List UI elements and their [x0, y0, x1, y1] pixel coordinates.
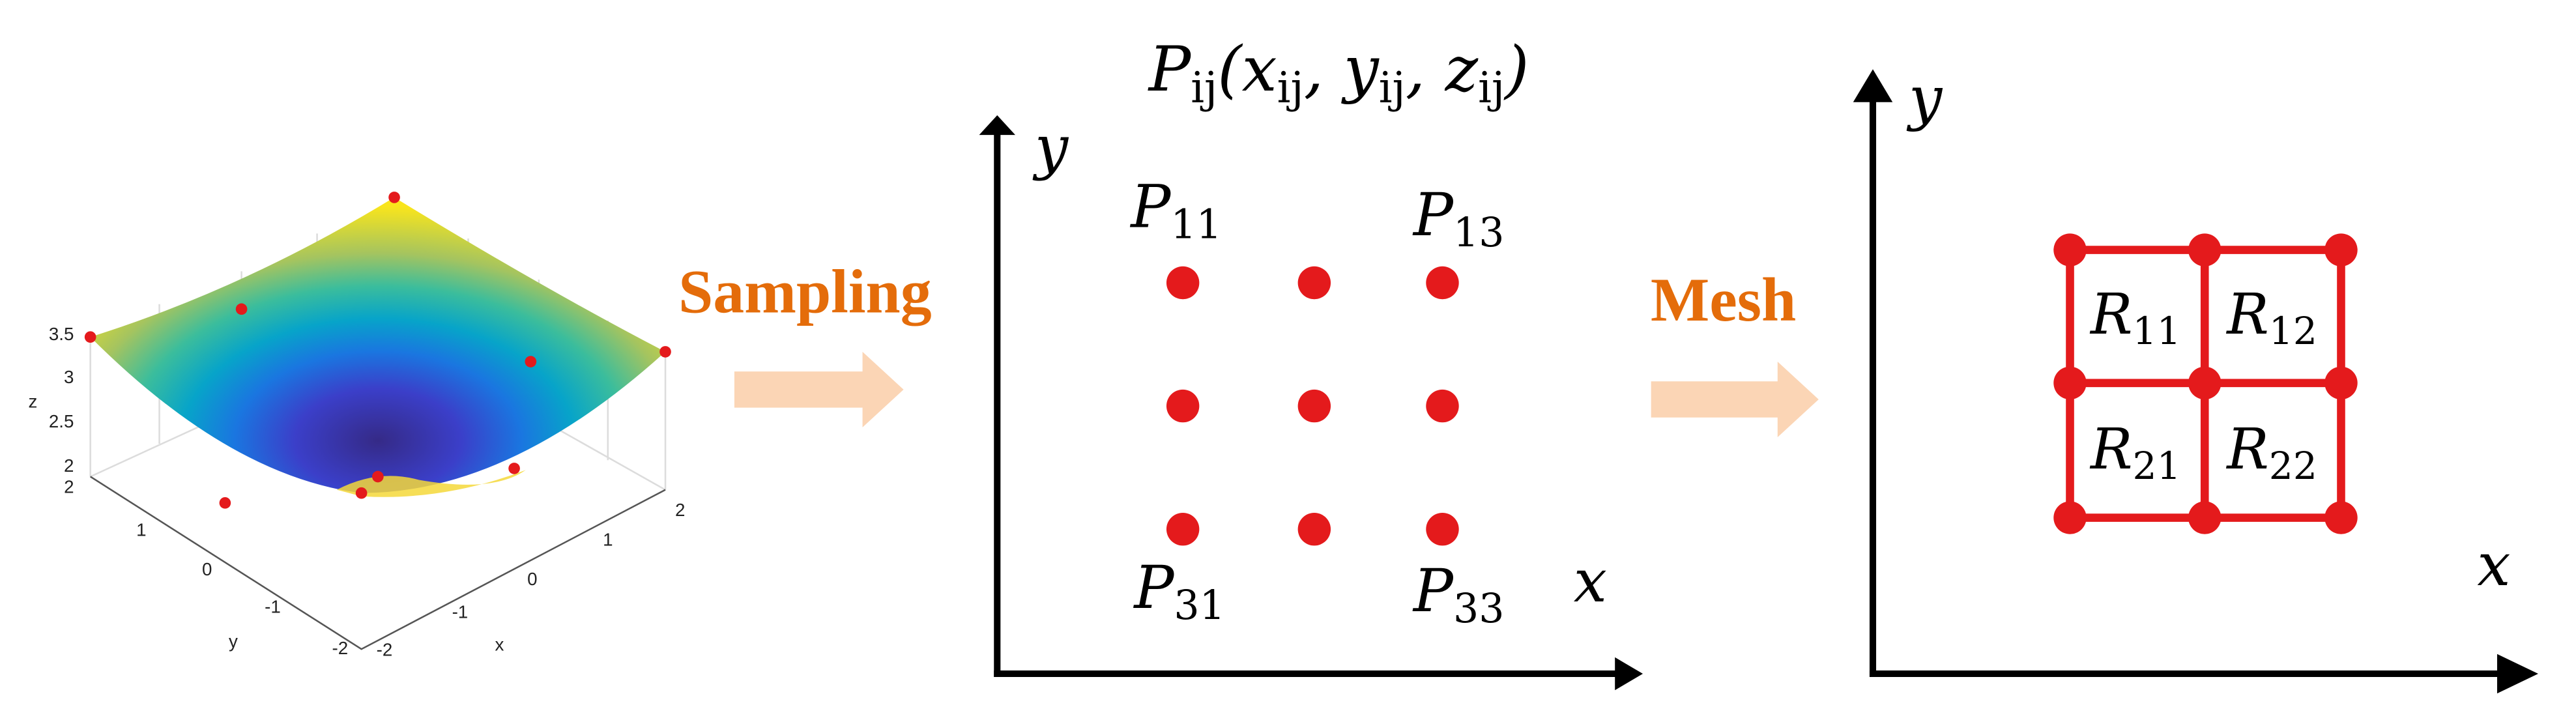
region-label: R11 — [2089, 282, 2181, 353]
y-axis-label: y — [229, 631, 238, 652]
surface-point — [235, 303, 248, 315]
mesh-node — [2324, 366, 2358, 400]
y-tick-label: 0 — [202, 559, 212, 579]
x-tick-label: 0 — [527, 569, 537, 589]
z-axis-label: z — [28, 392, 37, 412]
math-sub: 11 — [2133, 309, 2181, 353]
surface-point — [84, 331, 96, 343]
math-main: x — [1242, 33, 1277, 106]
z-tick-label: 2 — [64, 455, 74, 476]
arrowhead — [2496, 654, 2539, 694]
step-arrow — [1651, 362, 1819, 437]
x-tick-label: 1 — [603, 529, 613, 549]
region-label: R21 — [2089, 417, 2181, 488]
sample-point — [1426, 266, 1459, 300]
math-main: ( — [1217, 33, 1243, 106]
math-sub: 11 — [1170, 201, 1222, 248]
surface-point — [372, 470, 384, 483]
mesh-node — [2188, 233, 2221, 266]
surface-point — [388, 192, 400, 203]
y-axis-label: y — [1906, 65, 1943, 133]
y-tick-label: -2 — [332, 638, 349, 658]
math-sub: ij — [1478, 64, 1505, 113]
mesh-node — [2053, 366, 2087, 400]
point-label: P33 — [1412, 557, 1505, 632]
x-tick-label: -1 — [452, 601, 469, 622]
sample-point — [1297, 512, 1331, 546]
box-edge — [89, 476, 666, 650]
math-sub: 13 — [1453, 209, 1505, 256]
step-arrow — [734, 351, 904, 427]
arrowhead — [1853, 69, 1893, 102]
math-main: R — [2225, 417, 2269, 482]
sample-point — [1166, 512, 1200, 546]
math-sub: ij — [1277, 64, 1304, 113]
point-label: P11 — [1129, 173, 1222, 248]
sample-point — [1297, 389, 1331, 423]
sample-point — [1166, 389, 1200, 423]
math-main: , — [1304, 33, 1344, 106]
y-axis-label: y — [1032, 114, 1069, 182]
mesh-node — [2188, 366, 2221, 400]
math-sub: 33 — [1453, 586, 1505, 633]
surface-point — [508, 463, 520, 474]
z-tick-label: 3 — [64, 367, 74, 387]
surface-point — [659, 346, 671, 358]
sample-point — [1166, 266, 1200, 300]
math-main: P — [1129, 173, 1172, 241]
z-tick-label: 3.5 — [49, 324, 74, 344]
mesh-node — [2188, 501, 2221, 534]
math-main: P — [1148, 33, 1192, 106]
math-main: y — [1341, 33, 1380, 106]
math-main: R — [2225, 282, 2269, 347]
z-tick-label: 2.5 — [49, 411, 74, 431]
step-label: Sampling — [678, 257, 932, 326]
math-main: R — [2089, 282, 2133, 347]
step-label: Mesh — [1651, 265, 1796, 334]
surface-fold — [336, 470, 526, 497]
math-sub: 31 — [1174, 583, 1225, 629]
point-label: P31 — [1133, 554, 1225, 629]
sample-point — [1297, 266, 1331, 300]
region-label: R22 — [2225, 417, 2317, 488]
formula: Pij(xij, yij, zij) — [1148, 33, 1529, 113]
x-axis-label: x — [1574, 547, 1607, 616]
mesh-node — [2053, 501, 2087, 534]
point-label: P13 — [1412, 181, 1505, 256]
y-tick-label: 2 — [64, 477, 74, 497]
math-sub: 22 — [2269, 444, 2317, 488]
math-main: P — [1133, 554, 1175, 622]
math-main: , — [1406, 33, 1445, 106]
surface — [90, 197, 666, 493]
math-sub: ij — [1191, 64, 1217, 113]
math-sub: 12 — [2269, 309, 2317, 353]
arrowhead — [979, 115, 1016, 136]
surface-point — [525, 356, 537, 367]
math-main: ) — [1503, 33, 1529, 106]
region-label: R12 — [2225, 282, 2317, 353]
x-axis-label: x — [2477, 531, 2510, 599]
sample-point — [1426, 512, 1459, 546]
math-sub: 21 — [2133, 444, 2181, 488]
surface-point — [355, 487, 368, 499]
math-main: P — [1412, 557, 1454, 626]
y-tick-label: -1 — [265, 597, 281, 617]
x-tick-label: -2 — [377, 639, 393, 659]
sample-point — [1426, 389, 1459, 423]
math-sub: ij — [1379, 64, 1406, 113]
mesh-node — [2324, 233, 2358, 266]
math-main: R — [2089, 417, 2133, 482]
arrowhead — [1615, 657, 1643, 691]
y-tick-label: 1 — [136, 519, 146, 540]
mesh-node — [2324, 501, 2358, 534]
mesh-node — [2053, 233, 2087, 266]
surface-point — [219, 497, 231, 509]
x-tick-label: 2 — [675, 500, 685, 520]
math-main: z — [1445, 33, 1479, 106]
math-main: P — [1412, 181, 1454, 250]
x-axis-label: x — [495, 635, 504, 655]
